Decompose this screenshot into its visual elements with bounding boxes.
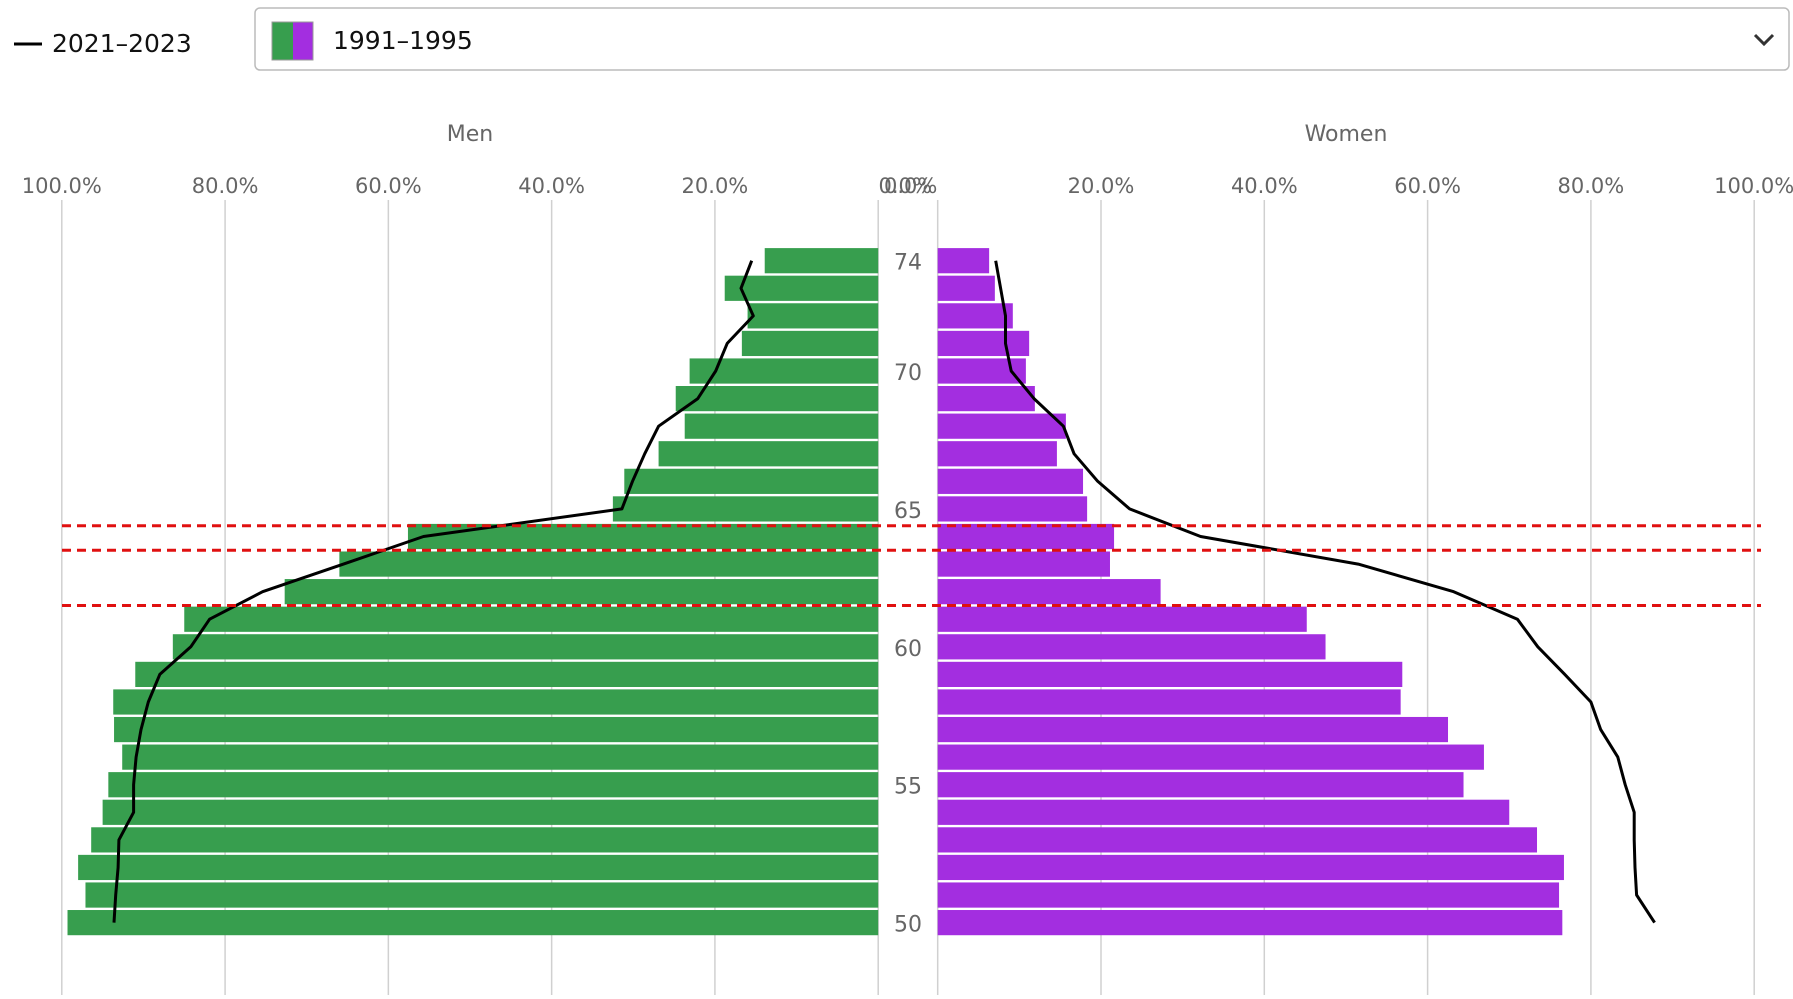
- men-bar: [624, 468, 879, 494]
- men-bar: [172, 634, 879, 660]
- men-x-tick-label: 0.0%: [879, 174, 932, 198]
- men-bar: [658, 441, 879, 467]
- women-bar: [937, 661, 1403, 687]
- women-x-tick-label: 60.0%: [1394, 174, 1461, 198]
- women-bar: [937, 275, 995, 301]
- women-bar: [937, 827, 1538, 853]
- women-bar: [937, 551, 1110, 577]
- men-bar: [612, 496, 879, 522]
- women-bar: [937, 468, 1084, 494]
- women-title: Women: [1305, 122, 1388, 147]
- men-bar: [284, 579, 879, 605]
- men-bar: [67, 910, 879, 936]
- age-label: 65: [894, 499, 922, 524]
- age-label: 50: [894, 913, 922, 938]
- women-bar: [937, 496, 1088, 522]
- men-bar: [122, 744, 879, 770]
- men-bar: [114, 716, 879, 743]
- men-title: Men: [447, 122, 493, 147]
- men-bar: [91, 827, 879, 853]
- men-bar: [113, 689, 879, 715]
- women-bar: [937, 248, 990, 274]
- women-bar: [937, 606, 1307, 632]
- women-bar: [937, 744, 1484, 770]
- women-line: [994, 260, 1656, 924]
- women-bar: [937, 799, 1510, 825]
- dropdown-label: 1991–1995: [333, 26, 473, 55]
- women-bar: [937, 716, 1449, 743]
- women-x-tick-label: 80.0%: [1558, 174, 1625, 198]
- men-bar: [684, 413, 879, 439]
- women-bar: [937, 910, 1563, 936]
- men-bar: [135, 661, 879, 687]
- men-bar: [85, 882, 879, 908]
- age-label: 70: [894, 361, 922, 386]
- women-bar: [937, 854, 1564, 881]
- age-label: 60: [894, 637, 922, 662]
- men-bar: [184, 606, 879, 632]
- age-label: 74: [894, 251, 922, 276]
- women-bar: [937, 579, 1161, 605]
- men-bar: [689, 358, 879, 384]
- women-x-tick-label: 20.0%: [1068, 174, 1135, 198]
- men-bar: [339, 551, 879, 577]
- men-bar: [724, 275, 879, 301]
- women-bar: [937, 523, 1115, 550]
- women-bar: [937, 303, 1013, 329]
- swatch-right: [293, 22, 313, 60]
- men-x-tick-label: 80.0%: [192, 174, 259, 198]
- age-label: 55: [894, 775, 922, 800]
- women-bar: [937, 330, 1030, 357]
- women-bar: [937, 634, 1326, 660]
- dropdown-chevron: [1753, 33, 1775, 47]
- women-x-tick-label: 0.0%: [884, 174, 937, 198]
- men-bar: [741, 330, 879, 357]
- swatch-left: [272, 22, 293, 60]
- men-x-tick-label: 40.0%: [518, 174, 585, 198]
- swatch-border: [271, 21, 314, 61]
- women-bar: [937, 689, 1401, 715]
- period-dropdown[interactable]: [254, 7, 1790, 71]
- women-bar: [937, 772, 1464, 798]
- women-x-tick-label: 40.0%: [1231, 174, 1298, 198]
- men-bar: [747, 303, 879, 329]
- women-bar: [937, 882, 1560, 908]
- women-bar: [937, 386, 1035, 412]
- men-x-tick-label: 100.0%: [22, 174, 102, 198]
- men-bar: [108, 772, 879, 798]
- men-bar: [102, 799, 879, 825]
- women-bar: [937, 441, 1057, 467]
- men-x-tick-label: 20.0%: [682, 174, 749, 198]
- women-x-tick-label: 100.0%: [1714, 174, 1793, 198]
- legend-label: 2021–2023: [52, 29, 192, 58]
- men-line: [112, 260, 755, 923]
- men-bar: [675, 386, 879, 412]
- men-bar: [764, 248, 879, 274]
- men-x-tick-label: 60.0%: [355, 174, 422, 198]
- women-bar: [937, 413, 1066, 439]
- men-bar: [78, 854, 879, 881]
